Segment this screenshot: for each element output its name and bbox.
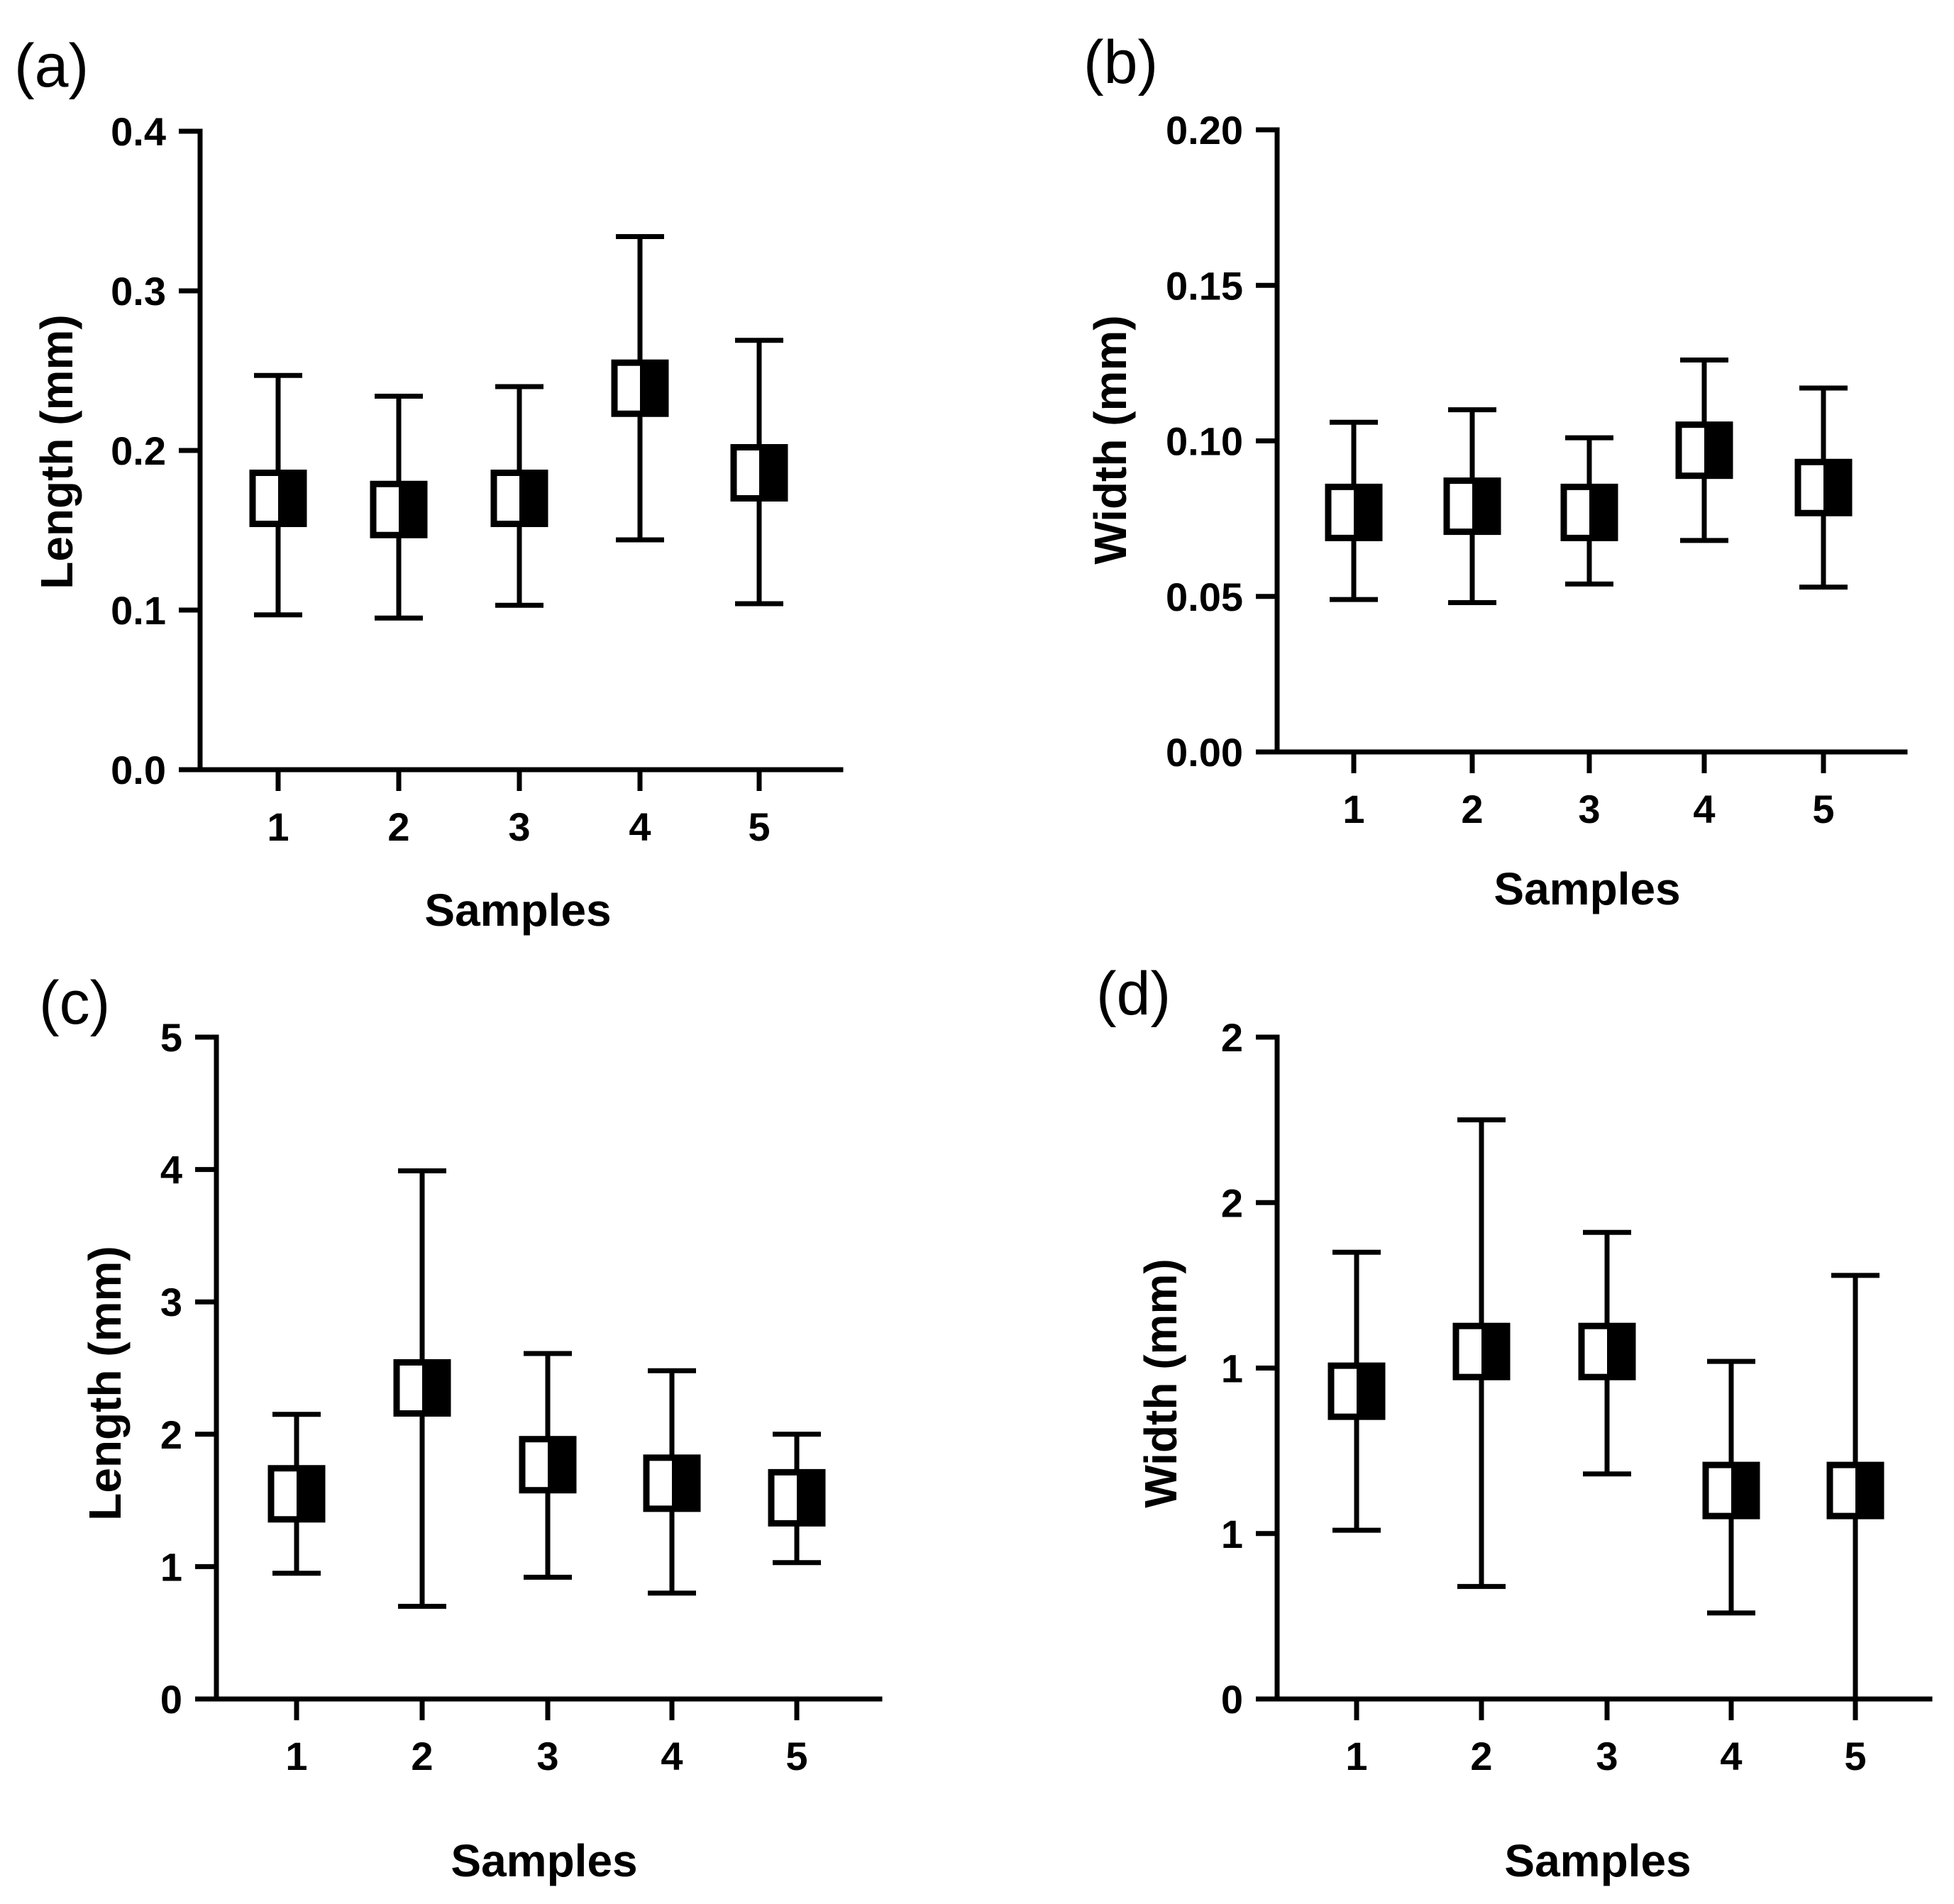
- y-tick-label-a: 0.1: [111, 588, 166, 633]
- x-tick-label-a: 5: [748, 804, 770, 849]
- x-tick-label-a: 2: [387, 804, 409, 849]
- y-tick-label-d: 0: [1221, 1677, 1243, 1722]
- y-tick-label-a: 0.0: [111, 748, 166, 792]
- data-point-fill-a: [519, 472, 545, 524]
- data-point-fill-c: [672, 1457, 697, 1509]
- x-axis-title-b: Samples: [1494, 863, 1680, 914]
- y-tick-label-d: 2: [1221, 1015, 1243, 1060]
- x-tick-label-d: 4: [1720, 1734, 1742, 1778]
- data-point-fill-d: [1481, 1326, 1507, 1378]
- x-tick-label-b: 5: [1812, 787, 1834, 831]
- x-tick-label-a: 4: [629, 804, 651, 849]
- y-tick-label-c: 3: [160, 1280, 182, 1324]
- y-tick-label-c: 1: [160, 1544, 182, 1589]
- data-point-fill-d: [1855, 1465, 1881, 1517]
- y-axis-title-c: Length (mm): [79, 1246, 131, 1521]
- y-tick-label-c: 5: [160, 1015, 182, 1060]
- panel-b: (b) Samples Width (mm) 0.00 0.05 0.10 0.15 0…: [1083, 28, 1908, 914]
- panel-letter-b: (b): [1083, 28, 1158, 96]
- panel-d: (d) Samples Width (mm) 0 1 1 2 2 1 2 3 4 5: [1096, 960, 1933, 1886]
- x-tick-label-c: 5: [785, 1734, 807, 1778]
- x-tick-label-d: 2: [1470, 1734, 1492, 1778]
- y-tick-label-d: 1: [1221, 1346, 1243, 1391]
- x-axis-title-c: Samples: [451, 1835, 637, 1886]
- x-axis-title-d: Samples: [1504, 1835, 1691, 1886]
- data-point-fill-b: [1589, 487, 1615, 538]
- data-point-fill-a: [278, 472, 304, 524]
- x-tick-label-b: 3: [1578, 787, 1600, 831]
- y-tick-label-c: 2: [160, 1412, 182, 1457]
- y-tick-label-a: 0.4: [111, 109, 166, 154]
- y-tick-label-a: 0.3: [111, 269, 166, 314]
- data-point-fill-b: [1354, 487, 1379, 538]
- panel-a: (a) Samples Length (mm) 0.0 0.1 0.2 0.3 0.4 1…: [14, 32, 844, 936]
- x-tick-label-c: 1: [285, 1734, 307, 1778]
- y-tick-label-d: 1: [1221, 1512, 1243, 1556]
- y-axis-title-a: Length (mm): [31, 314, 82, 590]
- panel-letter-d: (d): [1096, 960, 1171, 1028]
- data-point-fill-b: [1823, 462, 1849, 514]
- x-tick-label-a: 3: [508, 804, 530, 849]
- data-point-fill-d: [1607, 1326, 1633, 1378]
- y-tick-label-b: 0.10: [1166, 419, 1243, 464]
- y-tick-label-c: 4: [160, 1148, 182, 1192]
- x-axis-title-a: Samples: [424, 885, 611, 936]
- y-tick-label-b: 0.15: [1166, 263, 1243, 308]
- panel-letter-a: (a): [14, 32, 89, 100]
- data-point-fill-a: [399, 484, 424, 536]
- data-point-fill-c: [797, 1472, 822, 1524]
- panel-letter-c: (c): [39, 969, 110, 1037]
- y-tick-label-c: 0: [160, 1677, 182, 1722]
- data-point-fill-d: [1357, 1366, 1382, 1417]
- data-point-fill-d: [1731, 1465, 1757, 1517]
- data-point-fill-c: [548, 1439, 573, 1490]
- x-tick-label-c: 4: [661, 1734, 683, 1778]
- y-tick-label-d: 2: [1221, 1180, 1243, 1225]
- x-tick-label-c: 2: [411, 1734, 433, 1778]
- y-tick-label-b: 0.00: [1166, 730, 1243, 775]
- x-tick-label-d: 5: [1844, 1734, 1866, 1778]
- data-point-fill-c: [297, 1468, 322, 1520]
- y-tick-label-b: 0.20: [1166, 108, 1243, 153]
- x-tick-label-b: 2: [1461, 787, 1483, 831]
- data-point-fill-c: [422, 1362, 448, 1414]
- x-tick-label-b: 1: [1342, 787, 1364, 831]
- x-tick-label-c: 3: [536, 1734, 558, 1778]
- x-tick-label-b: 4: [1693, 787, 1715, 831]
- x-tick-label-a: 1: [267, 804, 289, 849]
- data-point-fill-b: [1704, 424, 1730, 476]
- x-tick-label-d: 3: [1596, 1734, 1618, 1778]
- data-point-fill-a: [759, 447, 785, 499]
- y-axis-title-b: Width (mm): [1085, 315, 1136, 564]
- panel-c: (c) Samples Length (mm) 0 1 2 3 4 5 1 2 3 4 5: [39, 969, 883, 1886]
- data-point-fill-a: [640, 362, 666, 414]
- x-tick-label-d: 1: [1345, 1734, 1367, 1778]
- y-tick-label-b: 0.05: [1166, 575, 1243, 619]
- y-tick-label-a: 0.2: [111, 428, 166, 473]
- y-axis-title-d: Width (mm): [1135, 1258, 1186, 1507]
- data-point-fill-b: [1472, 480, 1498, 532]
